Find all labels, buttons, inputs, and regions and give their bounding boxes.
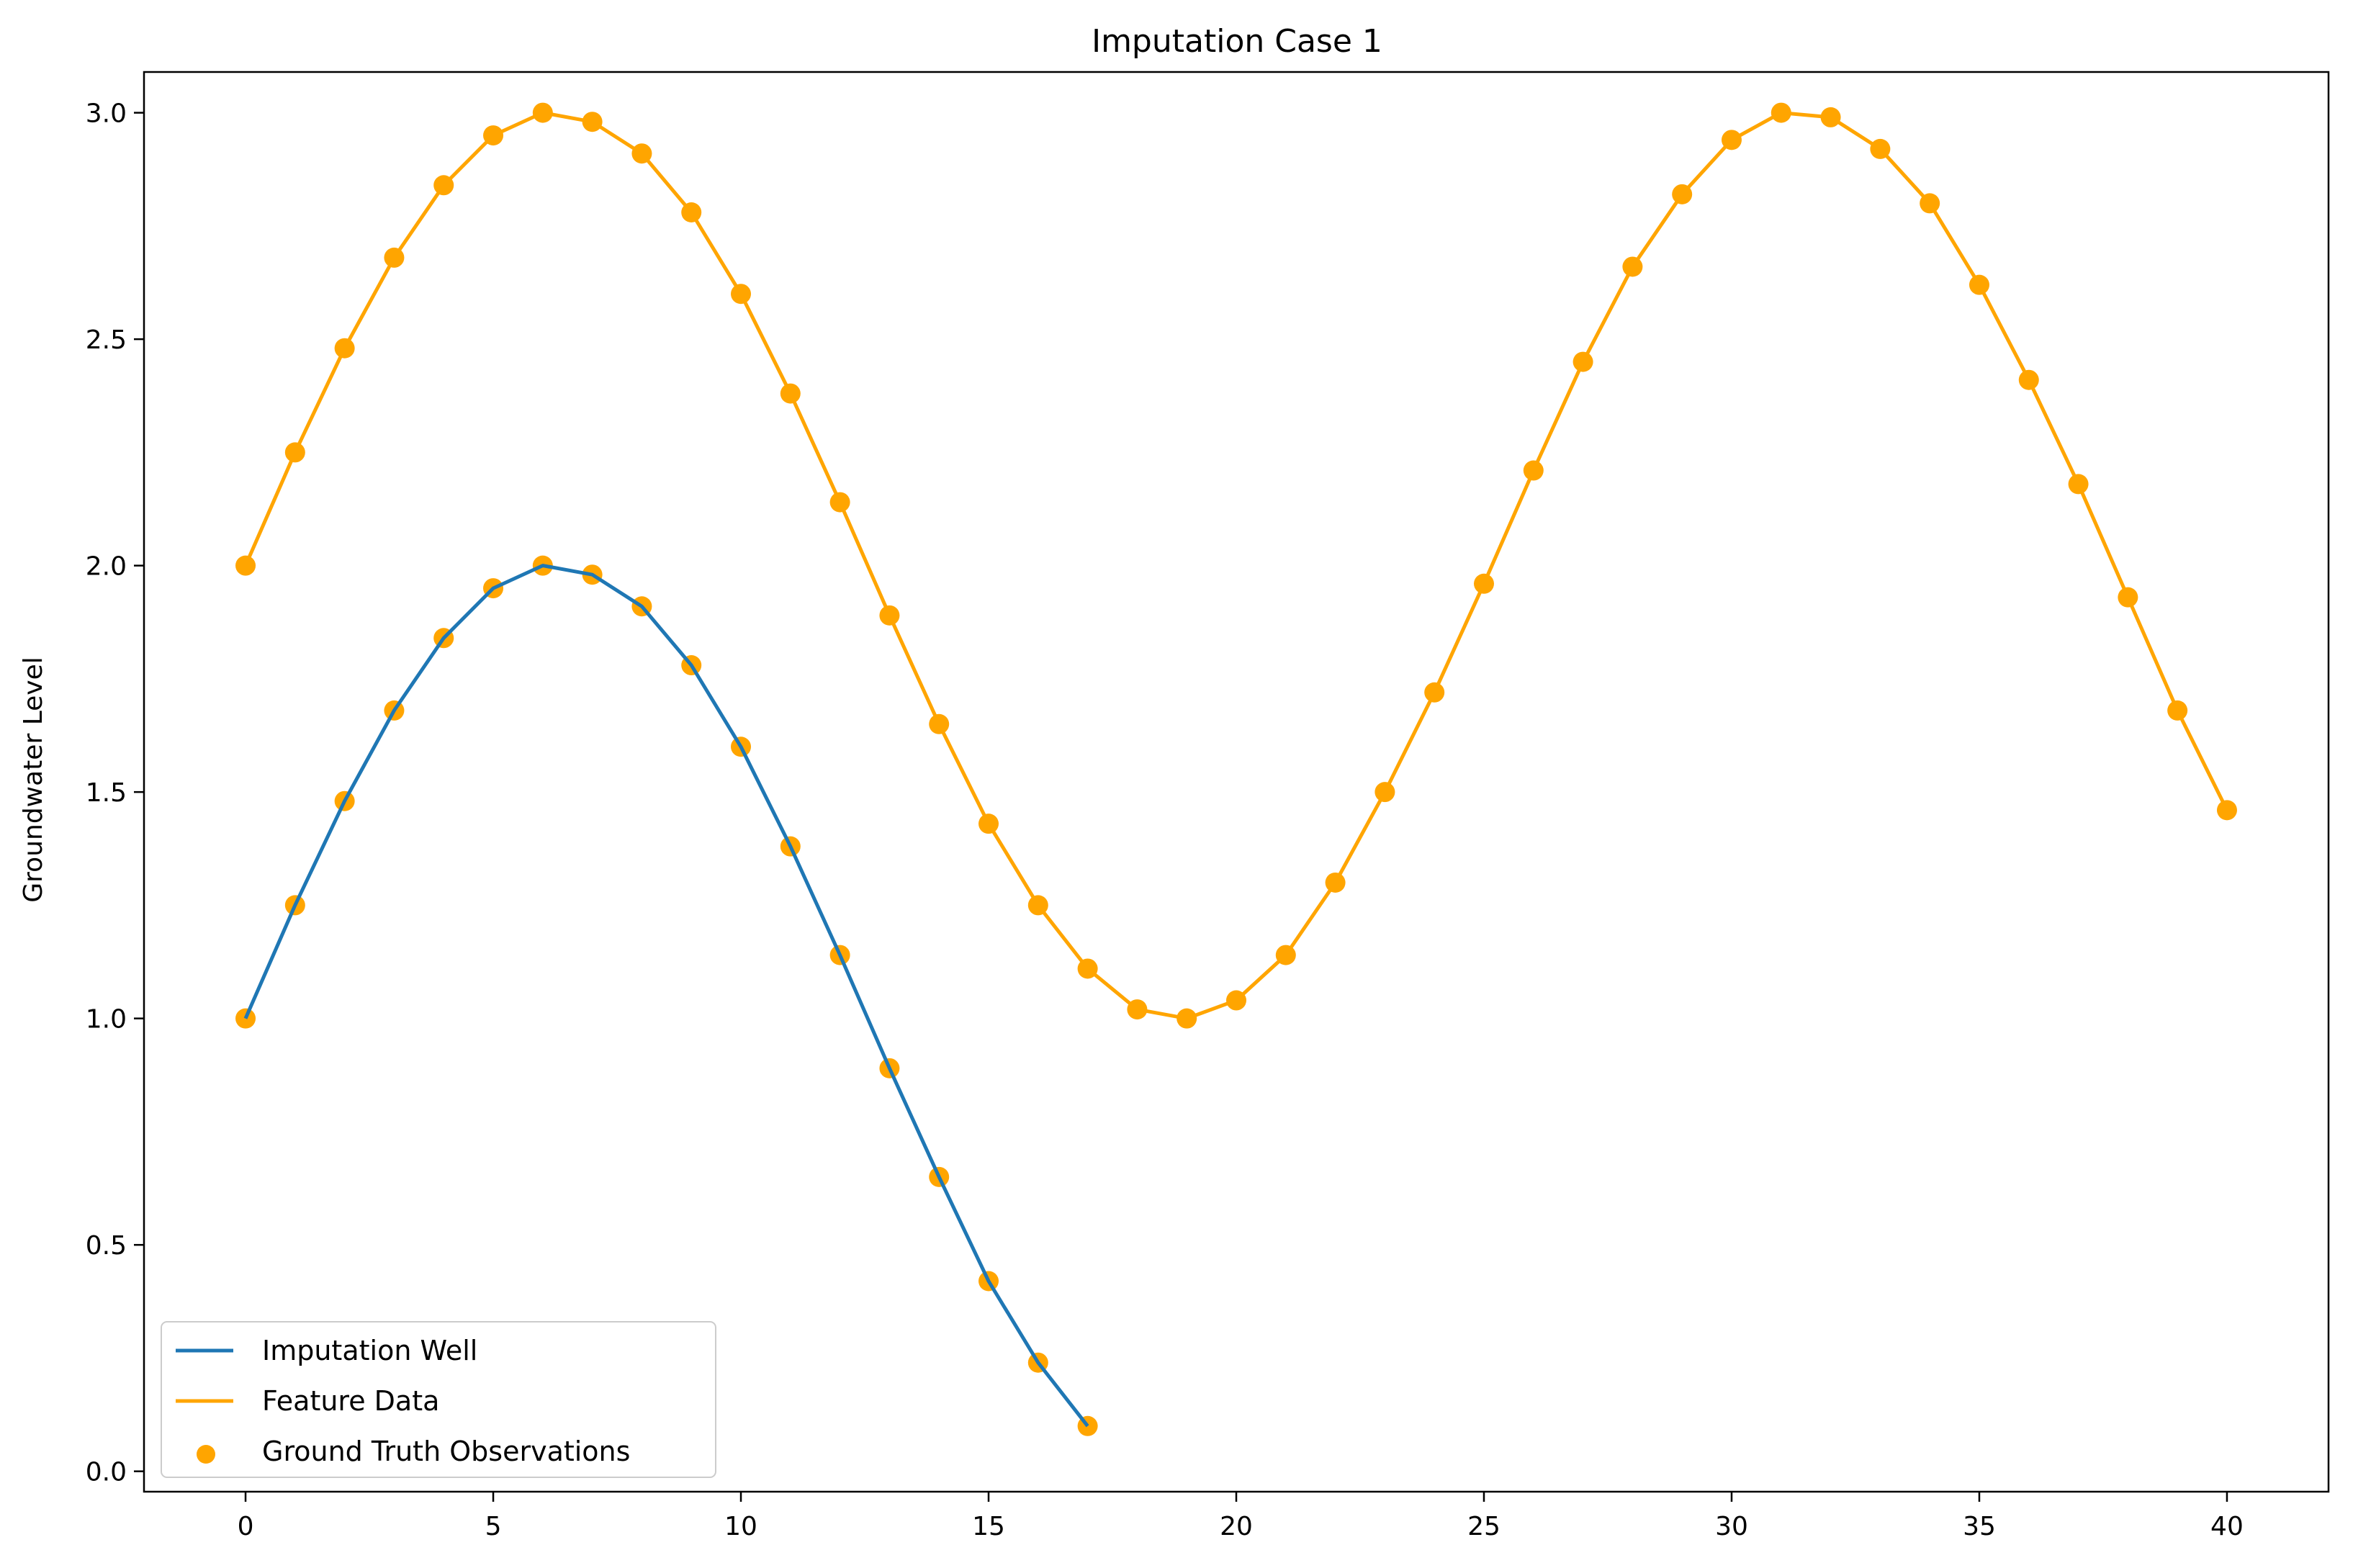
scatter-point: [433, 175, 454, 196]
y-tick-label: 2.0: [86, 552, 127, 582]
y-tick-label: 0.5: [86, 1231, 127, 1261]
x-tick-label: 0: [238, 1512, 254, 1541]
x-tick-label: 35: [1963, 1512, 1996, 1541]
scatter-point: [1275, 945, 1296, 965]
y-tick-label: 1.5: [86, 778, 127, 808]
scatter-point: [483, 125, 504, 146]
scatter-point: [1920, 193, 1940, 214]
scatter-point: [1622, 256, 1643, 277]
legend: Imputation Well Feature Data Ground Truth …: [161, 1321, 716, 1478]
y-tick-label: 2.5: [86, 325, 127, 355]
series-line-imputation-well: [243, 564, 1089, 1428]
x-tick-label: 30: [1715, 1512, 1748, 1541]
scatter-point: [780, 383, 801, 404]
chart-title: Imputation Case 1: [1092, 23, 1382, 60]
scatter-point: [1523, 460, 1544, 481]
scatter-point: [1176, 1008, 1197, 1029]
scatter-point: [1721, 130, 1742, 150]
scatter-point: [2167, 700, 2188, 721]
legend-box: [161, 1321, 716, 1478]
scatter-point: [2068, 474, 2089, 495]
scatter-point: [582, 112, 603, 132]
legend-label: Imputation Well: [262, 1335, 477, 1366]
scatter-point: [1473, 573, 1494, 594]
scatter-point: [929, 713, 950, 734]
scatter-point: [1820, 107, 1841, 127]
scatter-point: [2118, 587, 2138, 608]
scatter-point: [334, 338, 355, 359]
scatter-point: [1226, 990, 1246, 1011]
x-tick-label: 5: [485, 1512, 502, 1541]
legend-marker: [197, 1445, 215, 1464]
x-tick-label: 20: [1220, 1512, 1253, 1541]
scatter-point: [1325, 872, 1346, 893]
x-tick-label: 25: [1467, 1512, 1501, 1541]
scatter-point: [1127, 999, 1148, 1020]
scatter-point: [532, 102, 553, 123]
scatter-point: [1424, 682, 1445, 703]
y-axis-label: Groundwater Level: [19, 657, 48, 902]
scatter-point: [1771, 102, 1791, 123]
x-tick-label: 15: [972, 1512, 1005, 1541]
scatter-point: [978, 814, 999, 834]
scatter-point: [681, 202, 702, 222]
scatter-point: [829, 492, 850, 513]
scatter-point: [631, 143, 652, 164]
plot-area: 0 5 10 15 20 25 30 35 40 0.0 0.5 1.0 1.5 2.0 2.5 3.0 Imp…: [86, 71, 2330, 1541]
x-tick-label: 10: [724, 1512, 757, 1541]
scatter-point: [384, 247, 405, 268]
scatter-point: [1573, 351, 1593, 372]
scatter-point: [1375, 782, 1395, 803]
y-tick-label: 3.0: [86, 99, 127, 129]
y-tick-label: 0.0: [86, 1458, 127, 1487]
scatter-point: [1969, 274, 1989, 295]
scatter-point: [1672, 184, 1693, 204]
legend-label: Feature Data: [262, 1385, 439, 1417]
legend-label: Ground Truth Observations: [262, 1436, 630, 1467]
scatter-point: [879, 605, 900, 626]
scatter-point: [2018, 369, 2039, 390]
scatter-point: [1077, 958, 1098, 979]
scatter-point: [1027, 895, 1048, 916]
scatter-point: [284, 442, 305, 463]
y-tick-label: 1.0: [86, 1005, 127, 1035]
x-tick-label: 40: [2210, 1512, 2244, 1541]
scatter-point: [235, 555, 256, 576]
scatter-point: [1870, 138, 1891, 159]
scatter-point: [2216, 800, 2237, 821]
scatter-point: [731, 284, 752, 305]
